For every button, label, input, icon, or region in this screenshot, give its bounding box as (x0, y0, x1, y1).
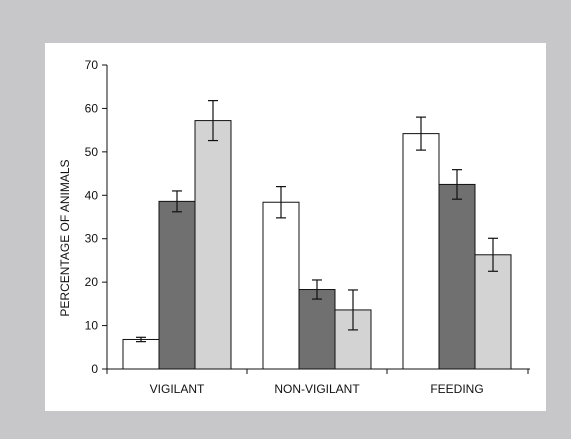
bars (122, 120, 512, 370)
bar (158, 200, 196, 370)
error-bars (136, 100, 498, 343)
y-tick-label: 20 (85, 275, 99, 289)
bar (262, 201, 300, 370)
category-label: FEEDING (430, 382, 483, 396)
y-tick-label: 70 (85, 58, 99, 72)
bar (438, 183, 476, 370)
y-tick-label: 50 (85, 145, 99, 159)
y-tick-label: 60 (85, 101, 99, 115)
y-tick-label: 10 (85, 319, 99, 333)
labels: 0 10 20 30 40 50 60 70 VIGILANT NON-VIGILANT FEEDI… (85, 58, 484, 396)
bar (402, 133, 440, 370)
bar (194, 120, 232, 370)
y-tick-label: 30 (85, 232, 99, 246)
y-tick-label: 40 (85, 188, 99, 202)
bar (122, 338, 160, 370)
bar (474, 254, 512, 370)
bar (298, 289, 336, 370)
y-axis-title: PERCENTAGE OF ANIMALS (58, 159, 72, 316)
category-label: NON-VIGILANT (274, 382, 360, 396)
y-tick-label: 0 (91, 362, 98, 376)
category-label: VIGILANT (150, 382, 205, 396)
